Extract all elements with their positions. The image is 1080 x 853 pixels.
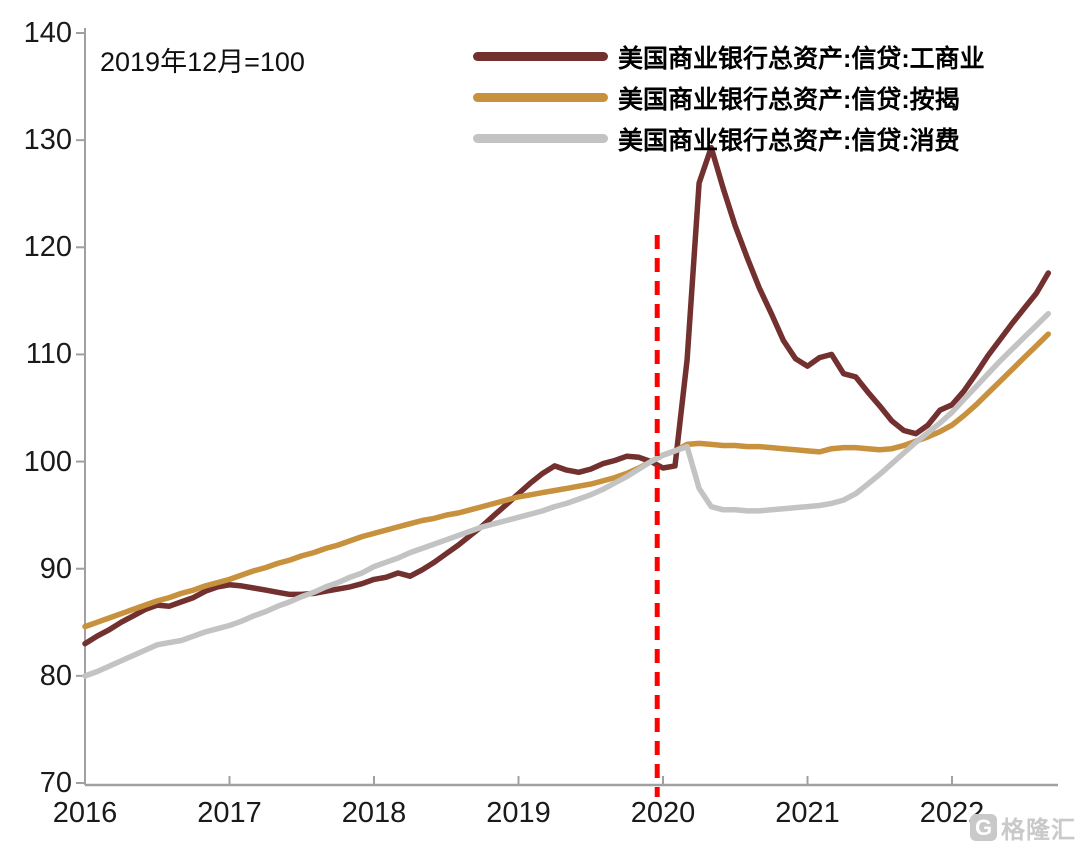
legend-label-mortgage: 美国商业银行总资产:信贷:按揭 xyxy=(618,85,960,114)
series-line-2 xyxy=(82,310,1052,679)
legend-row-industrial: 美国商业银行总资产:信贷:工商业 xyxy=(473,36,985,77)
gelonghui-watermark: G 格隆汇 xyxy=(970,810,1076,845)
legend-label-industrial: 美国商业银行总资产:信贷:工商业 xyxy=(618,44,985,73)
legend: 美国商业银行总资产:信贷:工商业 美国商业银行总资产:信贷:按揭 美国商业银行总… xyxy=(473,36,985,159)
legend-swatch-industrial-icon xyxy=(473,52,608,61)
legend-row-mortgage: 美国商业银行总资产:信贷:按揭 xyxy=(473,77,985,118)
legend-swatch-mortgage-icon xyxy=(473,93,608,102)
gelonghui-logo-icon: G xyxy=(970,814,997,841)
legend-swatch-consumer-icon xyxy=(473,134,608,143)
index-base-annotation: 2019年12月=100 xyxy=(100,47,305,77)
legend-label-consumer: 美国商业银行总资产:信贷:消费 xyxy=(618,126,960,155)
gelonghui-watermark-text: 格隆汇 xyxy=(1001,817,1076,844)
series-line-0 xyxy=(82,144,1052,647)
legend-row-consumer: 美国商业银行总资产:信贷:消费 xyxy=(473,118,985,159)
series-line-1 xyxy=(82,331,1052,630)
